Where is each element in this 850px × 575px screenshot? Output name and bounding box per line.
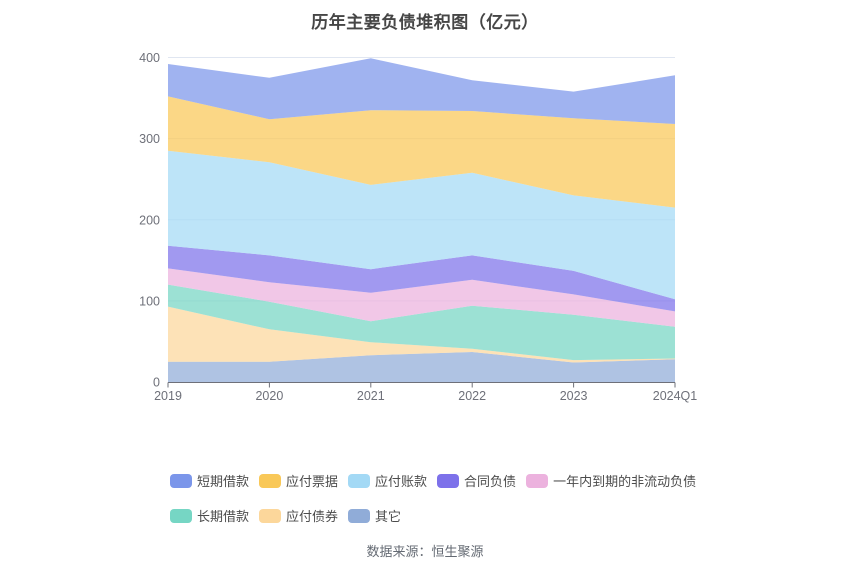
legend-swatch-icon	[170, 473, 192, 488]
chart-title: 历年主要负债堆积图（亿元）	[311, 13, 539, 32]
legend-label: 长期借款	[197, 509, 250, 524]
legend-label: 合同负债	[464, 474, 517, 489]
y-axis-label-300: 300	[139, 132, 160, 146]
area-band-合同负债	[168, 245, 675, 312]
legend-swatch-icon	[348, 508, 371, 523]
legend-row: 长期借款 应付债券 其它	[170, 506, 696, 525]
legend-item-一年内到期的非流动负债[interactable]: 一年内到期的非流动负债	[526, 471, 696, 490]
y-axis-label-100: 100	[139, 294, 160, 308]
area-band-应付债券	[168, 306, 675, 363]
legend-item-长期借款[interactable]: 长期借款	[170, 506, 249, 525]
area-band-应付账款	[168, 150, 675, 300]
legend-row: 短期借款 应付票据 应付账款 合同负债 一年内到期的非流动负债	[170, 471, 696, 490]
legend-label: 其它	[375, 509, 402, 524]
legend-swatch-icon	[170, 508, 192, 523]
legend: 短期借款 应付票据 应付账款 合同负债 一年内到期的非流动负债长期借款 应付债券 其它	[170, 471, 696, 525]
legend-label: 应付账款	[375, 474, 428, 489]
legend-swatch-icon	[437, 473, 460, 488]
x-axis-label-2023: 2023	[560, 389, 588, 403]
legend-label: 一年内到期的非流动负债	[553, 474, 697, 489]
area-band-应付票据	[168, 96, 675, 208]
legend-label: 短期借款	[197, 474, 250, 489]
x-axis-label-2024Q1: 2024Q1	[653, 389, 698, 403]
stacked-area-chart[interactable]: 2019 2020 2021 2022 2023 2024Q1 0 100 200 300 400	[0, 0, 850, 435]
area-band-长期借款	[168, 284, 675, 361]
x-axis-label-2022: 2022	[458, 389, 486, 403]
legend-swatch-icon	[259, 508, 282, 523]
legend-item-其它[interactable]: 其它	[348, 506, 401, 525]
legend-swatch-icon	[259, 473, 282, 488]
legend-label: 应付债券	[286, 509, 339, 524]
y-axis-label-0: 0	[153, 376, 160, 390]
legend-item-短期借款[interactable]: 短期借款	[170, 471, 249, 490]
y-axis-label-200: 200	[139, 213, 160, 227]
x-axis-label-2019: 2019	[154, 389, 182, 403]
legend-swatch-icon	[526, 473, 549, 488]
legend-item-应付账款[interactable]: 应付账款	[348, 471, 427, 490]
area-band-一年内到期的非流动负债	[168, 268, 675, 327]
legend-swatch-icon	[348, 473, 371, 488]
x-axis-label-2021: 2021	[357, 389, 385, 403]
legend-label: 应付票据	[286, 474, 339, 489]
data-source-footer: 数据来源：恒生聚源	[366, 544, 484, 559]
area-band-短期借款	[168, 58, 675, 124]
x-axis-label-2020: 2020	[255, 389, 283, 403]
legend-item-应付债券[interactable]: 应付债券	[259, 506, 338, 525]
legend-item-应付票据[interactable]: 应付票据	[259, 471, 338, 490]
area-band-其它	[168, 352, 675, 382]
y-axis-label-400: 400	[139, 51, 160, 65]
legend-item-合同负债[interactable]: 合同负债	[437, 471, 516, 490]
